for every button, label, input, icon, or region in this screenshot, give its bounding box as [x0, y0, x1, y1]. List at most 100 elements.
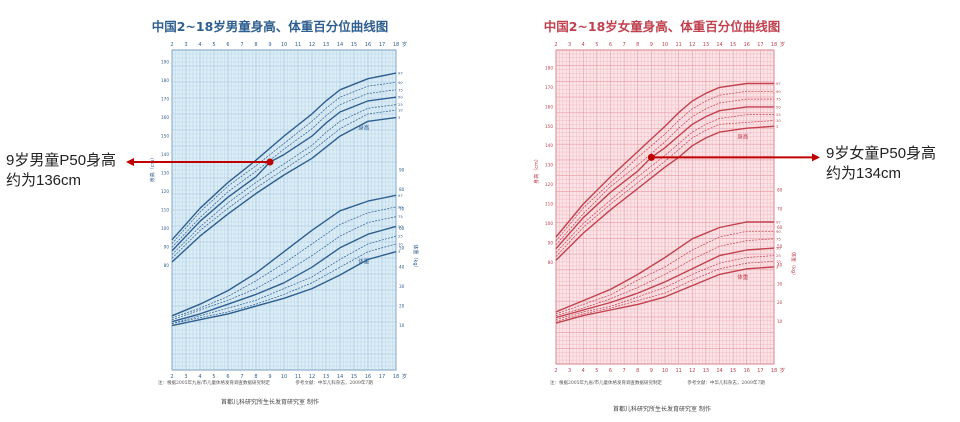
girls-age-tick-top: 3 [568, 42, 571, 48]
boys-age-tick-top: 2 [170, 42, 173, 48]
girls-weight-curve-label: 90 [776, 229, 781, 234]
girls-age-tick-bottom: 3 [568, 368, 571, 374]
boys-weight-tick: 50 [399, 245, 405, 250]
boys-age-tick-bottom: 5 [212, 374, 215, 380]
girls-weight-curve-label: 25 [776, 253, 781, 258]
boys-height-curve-label: 3 [398, 115, 401, 120]
boys-height-tick: 140 [161, 152, 169, 157]
boys-chart-panel: 中国2~18岁男童身高、体重百分位曲线图 2 2 3 3 4 4 5 5 6 6 7 7 8 8 9 9 10 1… [120, 0, 420, 422]
girls-age-tick-bottom: 5 [595, 368, 598, 374]
boys-height-tick: 180 [161, 78, 169, 83]
boys-height-tick: 110 [161, 208, 169, 213]
boys-height-curve-label: 10 [398, 108, 403, 113]
boys-height-curve-p75 [171, 89, 397, 248]
girls-age-tick-top: 16 [744, 42, 750, 48]
girls-chart-title: 中国2~18岁女童身高、体重百分位曲线图 [543, 19, 781, 34]
girls-weight-curve-p75 [555, 238, 775, 316]
girls-weight-curve-p90 [555, 230, 774, 315]
boys-weight-curve-label: 10 [398, 241, 403, 246]
girls-footnote-text: 注：根据2005年九省/市儿童体格发育调查数据研究制定 [550, 381, 662, 386]
boys-weight-curve-p3 [171, 251, 397, 327]
girls-growth-chart: 2 2 3 3 4 4 5 5 6 6 7 7 8 8 9 9 10 10 11 11 12 12 13 13 14 14 15 15… [533, 41, 796, 374]
girls-age-tick-bottom: 11 [675, 368, 681, 374]
girls-weight-curve-label: 3 [776, 264, 779, 269]
girls-age-tick-bottom: 10 [662, 368, 668, 374]
boys-height-curve-p25 [171, 104, 397, 255]
girls-age-tick-top: 10 [662, 42, 668, 48]
girls-height-tick: 160 [545, 104, 553, 109]
girls-age-tick-top: 13 [703, 42, 709, 48]
girls-age-tick-bottom: 9 [650, 368, 653, 374]
girls-age-tick-top: 11 [675, 42, 681, 48]
girls-height-curve-label: 25 [776, 112, 781, 117]
girls-height-tick: 130 [545, 163, 553, 168]
boys-age-tick-bottom: 12 [309, 374, 315, 380]
girls-weight-curve-title: 体重 [737, 273, 749, 281]
boys-age-tick-top: 5 [212, 42, 215, 48]
boys-age-tick-bottom: 13 [323, 374, 329, 380]
girls-weight-curve-label: 50 [776, 246, 781, 251]
girls-height-tick: 90 [548, 240, 554, 245]
girls-age-tick-bottom: 15 [730, 368, 736, 374]
boys-age-tick-bottom: 15 [351, 374, 357, 380]
girls-weight-tick: 70 [777, 206, 783, 211]
girls-height-tick: 140 [545, 143, 553, 148]
boys-height-curve-title: 身高 [358, 124, 370, 132]
boys-height-curve-p97 [171, 72, 397, 241]
boys-weight-tick: 80 [399, 187, 405, 192]
boys-height-tick: 80 [164, 263, 170, 268]
boys-weight-tick: 70 [399, 206, 405, 211]
boys-chart-title: 中国2~18岁男童身高、体重百分位曲线图 [151, 19, 389, 34]
girls-grid [555, 49, 775, 365]
girls-weight-curve-label: 75 [776, 236, 781, 241]
boys-age-tick-top: 17 [379, 42, 385, 48]
girls-age-tick-bottom: 7 [623, 368, 626, 374]
boys-weight-curve-title: 体重 [358, 258, 370, 266]
girls-height-curve-p90 [555, 90, 774, 242]
boys-weight-tick: 20 [399, 304, 405, 309]
boys-age-tick-top: 12 [309, 42, 315, 48]
boys-height-tick: 160 [161, 115, 169, 120]
boys-weight-curve-label: 3 [398, 249, 401, 254]
girls-age-tick-bottom: 8 [636, 368, 639, 374]
girls-age-tick-top: 6 [609, 42, 612, 48]
girls-age-tick-top: 15 [730, 42, 736, 48]
boys-age-tick-top: 13 [323, 42, 329, 48]
girls-height-curve-label: 97 [776, 81, 781, 86]
boys-height-tick: 100 [161, 226, 169, 231]
boys-age-tick-top: 3 [184, 42, 187, 48]
boys-height-curve-p50 [171, 96, 397, 252]
girls-height-tick: 110 [545, 202, 553, 207]
boys-weight-tick: 90 [399, 168, 405, 173]
boys-weight-curve-label: 97 [398, 193, 403, 198]
boys-age-tick-bottom: 10 [281, 374, 287, 380]
girls-weight-curve-label: 10 [776, 259, 781, 264]
girls-height-tick: 150 [545, 124, 553, 129]
girls-height-curve-p50 [555, 106, 774, 250]
boys-age-tick-bottom: 7 [240, 374, 243, 380]
girls-chart-panel: 中国2~18岁女童身高、体重百分位曲线图 2 2 3 3 4 4 5 5 6 6 7 7 8 8 9 9 10 1… [528, 0, 796, 422]
girls-weight-axis-label: 体重（kg） [790, 252, 796, 278]
boys-callout: 9岁男童P50身高 约为136cm [6, 151, 116, 191]
boys-weight-tick: 10 [399, 323, 405, 328]
boys-age-tick-bottom: 18 [393, 374, 399, 380]
girls-height-curve-title: 身高 [737, 132, 749, 140]
girls-weight-tick: 20 [777, 300, 783, 305]
boys-weight-curve-p10 [171, 243, 397, 324]
boys-height-curve-p90 [171, 82, 397, 244]
boys-grid [171, 49, 397, 371]
girls-age-tick-bottom: 4 [582, 368, 585, 374]
boys-weight-tick: 60 [399, 226, 405, 231]
girls-weight-curve-p25 [555, 255, 775, 320]
girls-weight-tick: 80 [777, 188, 783, 193]
girls-age-tick-bottom: 14 [716, 368, 722, 374]
girls-age-tick-top: 7 [623, 42, 626, 48]
boys-age-tick-top: 15 [351, 42, 357, 48]
boys-height-tick: 120 [161, 189, 169, 194]
boys-height-tick: 90 [164, 245, 170, 250]
boys-weight-curve-p25 [171, 235, 397, 324]
boys-weight-curve-label: 90 [398, 204, 403, 209]
girls-height-curve-label: 3 [776, 124, 779, 129]
boys-age-tick-bottom: 9 [268, 374, 271, 380]
girls-age-tick-top: 4 [582, 42, 585, 48]
